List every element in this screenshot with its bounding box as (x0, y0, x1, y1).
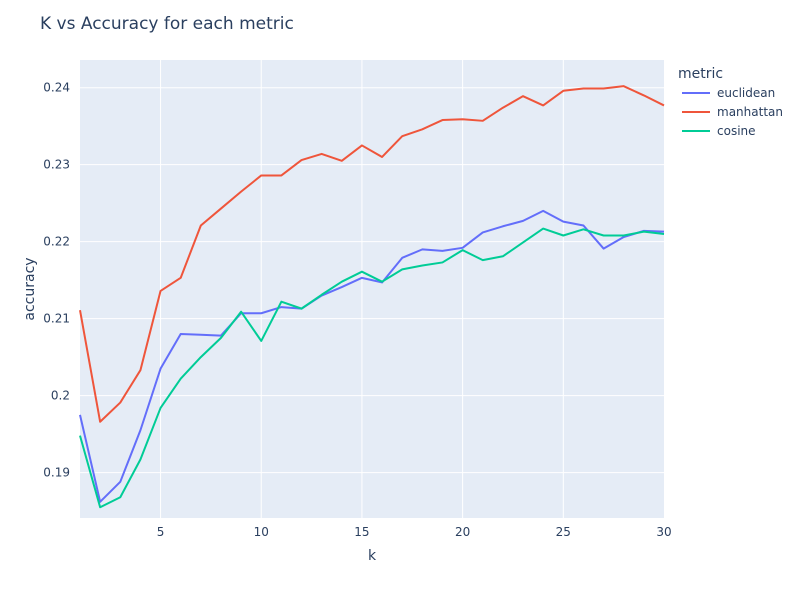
x-axis-title: k (368, 548, 377, 564)
legend-item-cosine[interactable]: cosine (682, 124, 756, 138)
x-tick-label: 30 (656, 525, 671, 539)
x-tick-label: 20 (455, 525, 470, 539)
grid (80, 60, 664, 518)
series-line-euclidean (79, 209, 665, 503)
legend-title: metric (678, 66, 723, 82)
y-tick-label: 0.22 (43, 235, 70, 249)
legend-item-euclidean[interactable]: euclidean (682, 86, 775, 100)
x-tick-label: 15 (354, 525, 369, 539)
y-tick-label: 0.24 (43, 81, 70, 95)
chart-title: K vs Accuracy for each metric (40, 14, 294, 34)
y-tick-label: 0.21 (43, 312, 70, 326)
series-line-cosine (79, 227, 665, 509)
y-tick-label: 0.19 (43, 466, 70, 480)
legend-label: cosine (717, 124, 756, 138)
series-line-manhattan (79, 85, 665, 423)
x-axis-ticks: 5 10 15 20 25 30 (157, 525, 672, 539)
legend-label: manhattan (717, 105, 783, 119)
plot-area (80, 60, 664, 518)
x-tick-label: 25 (556, 525, 571, 539)
y-axis-ticks: 0.19 0.2 0.21 0.22 0.23 0.24 (43, 81, 70, 480)
y-tick-label: 0.23 (43, 158, 70, 172)
legend-item-manhattan[interactable]: manhattan (682, 105, 783, 119)
series-lines (79, 85, 665, 509)
legend: metric euclidean manhattan cosine (678, 66, 783, 138)
y-axis-title: accuracy (22, 257, 38, 320)
x-tick-label: 10 (254, 525, 269, 539)
x-tick-label: 5 (157, 525, 165, 539)
y-tick-label: 0.2 (51, 389, 70, 403)
legend-label: euclidean (717, 86, 775, 100)
